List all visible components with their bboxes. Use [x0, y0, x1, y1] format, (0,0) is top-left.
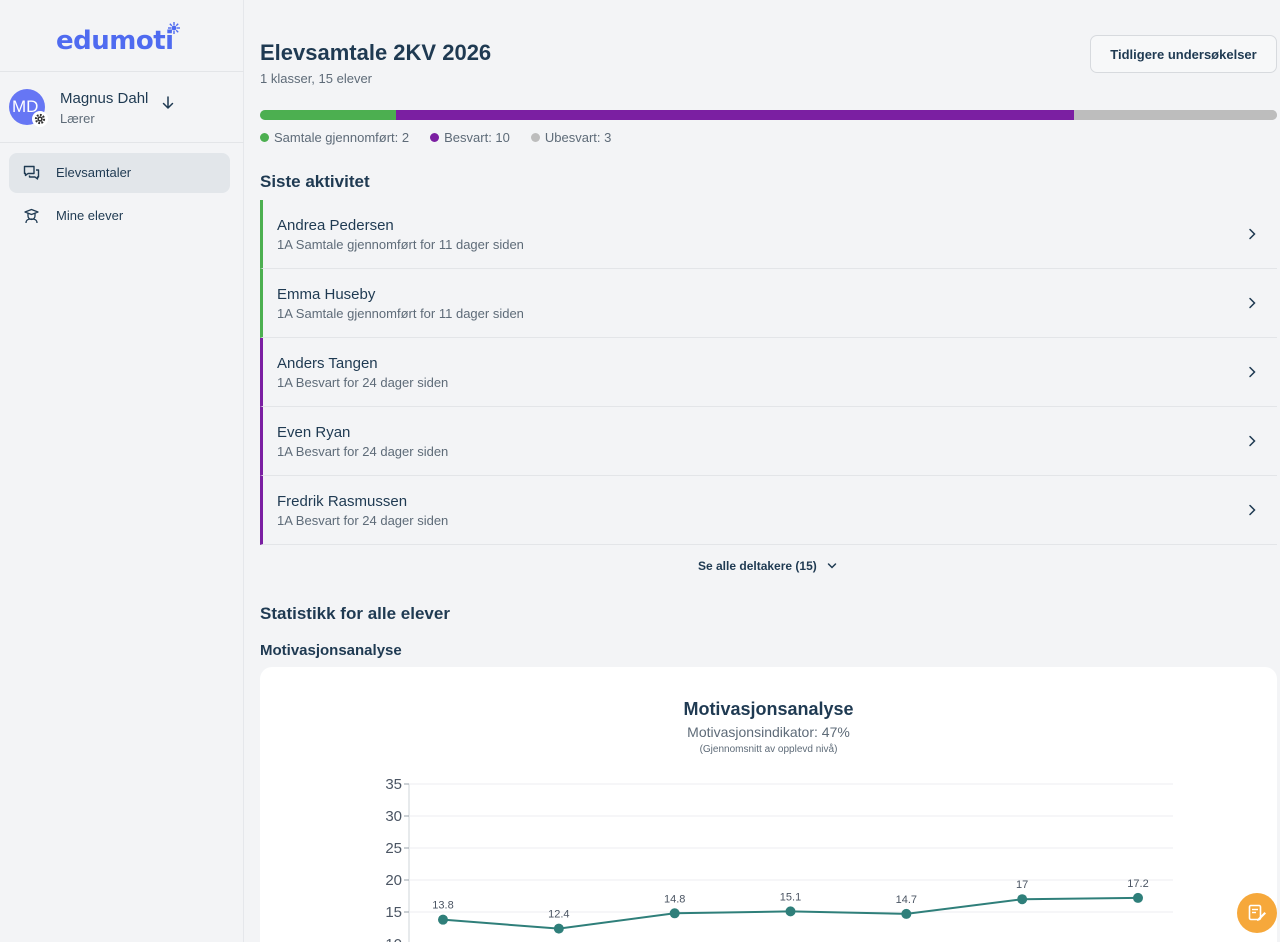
student-name: Anders Tangen: [277, 355, 378, 372]
activity-list: Andrea Pedersen 1A Samtale gjennomført f…: [260, 200, 1277, 545]
data-point: [1133, 892, 1143, 903]
divider: [0, 142, 244, 143]
chart-subtitle: Motivasjonsindikator: 47%: [687, 724, 850, 740]
legend-dot: [530, 133, 540, 142]
legend-label: Besvart: 10: [444, 130, 510, 145]
see-all-participants-button[interactable]: Se alle deltakere (15): [698, 559, 837, 573]
student-name: Andrea Pedersen: [277, 217, 394, 234]
chart-card: [260, 667, 1277, 942]
chevron-right-icon: [1249, 435, 1256, 447]
chevron-right-icon: [1249, 228, 1256, 240]
student-icon: [24, 208, 39, 224]
progress-segment-unanswered: [1073, 110, 1277, 120]
data-point: [901, 908, 912, 919]
chart-title: Motivasjonsanalyse: [683, 699, 854, 719]
data-point: [785, 906, 796, 917]
section-heading-stats: Statistikk for alle elever: [260, 604, 450, 623]
previous-surveys-button[interactable]: Tidligere undersøkelser: [1090, 35, 1277, 73]
activity-meta: 1A Besvart for 24 dager siden: [277, 444, 449, 459]
activity-meta: 1A Samtale gjennomført for 11 dager side…: [277, 306, 524, 321]
activity-meta: 1A Samtale gjennomført for 11 dager side…: [277, 237, 524, 252]
data-label: 17.2: [1127, 878, 1148, 890]
data-point: [669, 908, 680, 919]
sparkle-icon: [167, 22, 180, 34]
page-title: Elevsamtale 2KV 2026: [260, 40, 492, 65]
sidebar-item-elevsamtaler[interactable]: Elevsamtaler: [9, 153, 230, 193]
chevron-right-icon: [1249, 366, 1256, 378]
data-point: [553, 923, 564, 934]
student-name: Emma Huseby: [277, 286, 376, 303]
data-label: 17: [1016, 879, 1028, 891]
y-tick-label: 10: [385, 936, 402, 942]
data-label: 12.4: [548, 909, 569, 921]
y-tick-label: 30: [385, 808, 402, 825]
arrow-down-icon[interactable]: [161, 96, 175, 110]
legend-item: Ubesvart: 3: [530, 130, 612, 145]
edumoti-logo[interactable]: edumoti: [56, 22, 180, 56]
list-item[interactable]: Emma Huseby 1A Samtale gjennomført for 1…: [260, 269, 1277, 338]
avatar: MD: [9, 89, 45, 125]
progress-bar: [260, 110, 1277, 120]
y-tick-label: 35: [385, 776, 402, 793]
see-all-label: Se alle deltakere (15): [698, 559, 817, 573]
legend-dot: [260, 133, 269, 142]
page-subtitle: 1 klasser, 15 elever: [260, 71, 373, 86]
activity-meta: 1A Besvart for 24 dager siden: [277, 513, 449, 528]
feedback-icon: [1248, 904, 1266, 921]
chevron-right-icon: [1249, 297, 1256, 309]
section-subheading-motivation: Motivasjonsanalyse: [260, 642, 402, 659]
logo-text: edumoti: [56, 26, 174, 56]
activity-meta: 1A Besvart for 24 dager siden: [277, 375, 449, 390]
y-tick-label: 15: [385, 904, 402, 921]
user-name: Magnus Dahl: [60, 90, 149, 107]
data-label: 15.1: [780, 891, 801, 903]
user-role: Lærer: [60, 111, 95, 126]
progress-segment-completed: [260, 110, 396, 120]
legend-label: Ubesvart: 3: [544, 130, 612, 145]
sidebar-item-label: Elevsamtaler: [56, 165, 132, 180]
chat-icon: [23, 165, 40, 180]
list-item[interactable]: Andrea Pedersen 1A Samtale gjennomført f…: [260, 200, 1277, 269]
y-tick-label: 25: [385, 840, 402, 857]
list-item[interactable]: Fredrik Rasmussen 1A Besvart for 24 dage…: [260, 476, 1277, 545]
list-item[interactable]: Anders Tangen 1A Besvart for 24 dager si…: [260, 338, 1277, 407]
data-point: [438, 914, 448, 925]
chevron-down-icon: [827, 563, 836, 569]
feedback-button[interactable]: [1237, 893, 1277, 933]
sidebar-item-mine-elever[interactable]: Mine elever: [9, 196, 230, 236]
legend-dot: [430, 133, 440, 142]
chevron-right-icon: [1249, 504, 1256, 516]
legend-label: Samtale gjennomført: 2: [274, 130, 410, 145]
user-profile[interactable]: MD Magnus Dahl Lærer: [9, 88, 229, 128]
motivation-line-chart: 35 30 25 20 15 10 13.8 12.4 14.8 15.1 14.7 17 17.2: [385, 776, 1173, 942]
divider: [0, 71, 244, 72]
data-label: 13.8: [432, 900, 453, 912]
sidebar-item-label: Mine elever: [56, 208, 124, 223]
chart-note: (Gjennomsnitt av opplevd nivå): [699, 744, 838, 755]
student-name: Fredrik Rasmussen: [277, 493, 408, 510]
data-label: 14.7: [896, 894, 917, 906]
legend-item: Samtale gjennomført: 2: [260, 130, 409, 145]
legend-item: Besvart: 10: [430, 130, 510, 145]
list-item[interactable]: Even Ryan 1A Besvart for 24 dager siden: [260, 407, 1277, 476]
data-label: 14.8: [664, 893, 685, 905]
progress-segment-answered: [395, 110, 1074, 120]
section-heading-activity: Siste aktivitet: [260, 172, 370, 191]
student-name: Even Ryan: [277, 424, 351, 441]
gear-icon[interactable]: [32, 111, 48, 127]
progress-legend: Samtale gjennomført: 2 Besvart: 10 Ubesv…: [260, 130, 632, 145]
sidebar: edumoti MD Magnus Dahl Lærer Elevsamtale…: [0, 0, 244, 942]
y-tick-label: 20: [385, 872, 402, 889]
data-point: [1017, 894, 1028, 905]
avatar-initials: MD: [12, 97, 39, 116]
